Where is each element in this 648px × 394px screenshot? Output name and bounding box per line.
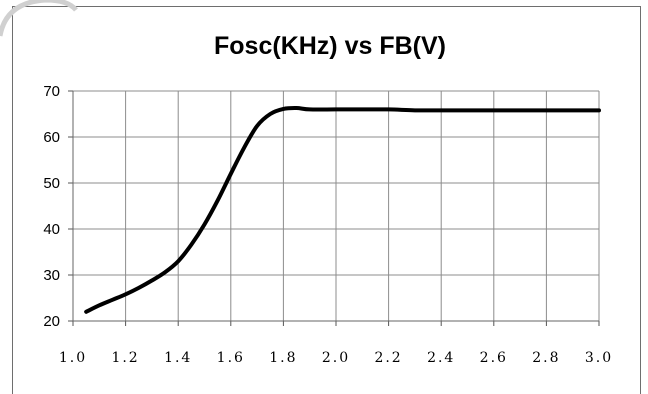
y-tick-label: 70 [43,83,60,100]
corner-watermark [0,0,78,37]
x-tick-label: 1.4 [164,350,192,366]
chart-title: Fosc(KHz) vs FB(V) [214,32,446,60]
x-tick-label: 1.0 [59,350,87,366]
x-tick-label: 3.0 [585,350,613,366]
grid [73,90,600,321]
x-tick-labels: 1.0 1.2 1.4 1.6 1.8 2.0 2.2 2.4 2.6 2.8 3.0 [59,350,613,366]
axes [68,90,600,326]
y-tick-labels: 20 30 40 50 60 70 [43,83,60,330]
x-tick-label: 1.8 [269,350,297,366]
y-tick-label: 50 [43,175,60,192]
x-tick-label: 2.8 [532,350,560,366]
x-tick-label: 1.2 [111,350,139,366]
chart-frame [12,6,641,394]
series-layer [84,105,601,314]
x-tick-label: 1.6 [217,350,245,366]
series-line [84,105,601,314]
y-tick-label: 40 [43,221,60,238]
y-tick-label: 60 [43,129,60,146]
x-tick-label: 2.6 [480,350,508,366]
x-tick-label: 2.0 [322,350,350,366]
x-tick-label: 2.4 [427,350,455,366]
y-tick-label: 30 [43,267,60,284]
x-tick-label: 2.2 [374,350,402,366]
y-tick-label: 20 [43,313,60,330]
